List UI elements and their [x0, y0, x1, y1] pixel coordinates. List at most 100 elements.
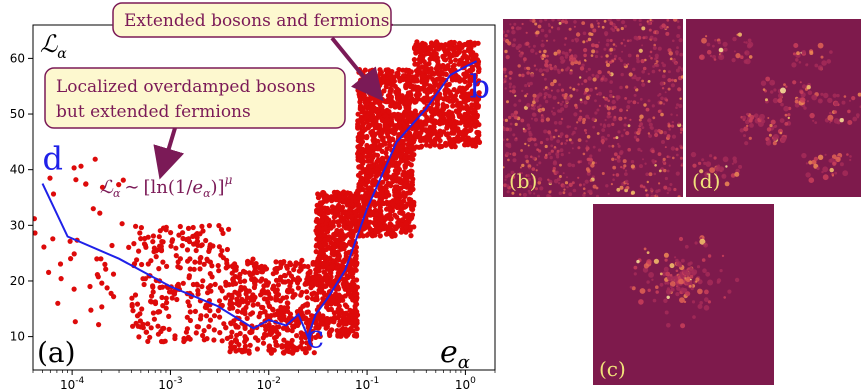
panel-blob: [718, 54, 725, 61]
scatter-point: [197, 259, 203, 265]
scatter-point: [103, 266, 109, 272]
panel-blob: [784, 122, 789, 126]
scatter-point: [372, 216, 379, 222]
scatter-point: [229, 270, 235, 276]
scatter-point: [328, 270, 334, 276]
panel-blob: [526, 174, 530, 178]
panel-blob: [618, 57, 622, 60]
panel-blob: [508, 70, 513, 75]
panel-blob: [664, 282, 667, 285]
panel-blob: [641, 82, 646, 87]
scatter-point: [130, 323, 136, 329]
callout-extended-box: [112, 2, 392, 38]
panel-blob: [510, 113, 514, 117]
scatter-point: [382, 223, 388, 229]
scatter-point: [318, 209, 324, 215]
panel-blob: [594, 86, 598, 90]
panel-blob: [512, 158, 517, 163]
panel-blob: [547, 94, 552, 99]
panel-blob: [672, 156, 675, 160]
panel-blob: [663, 298, 668, 303]
panel-blob: [558, 191, 562, 195]
panel-blob: [609, 115, 612, 118]
panel-blob: [783, 105, 789, 112]
scatter-point: [211, 313, 218, 319]
point-label-c: c: [306, 318, 324, 356]
panel-blob: [694, 241, 698, 245]
y-tick-label: 10: [10, 330, 25, 344]
panel-blob: [582, 183, 586, 186]
scatter-point: [251, 269, 258, 275]
panel-blob: [553, 79, 557, 84]
scatter-point: [236, 302, 242, 308]
scatter-point: [353, 267, 359, 273]
scatter-point: [379, 189, 385, 195]
panel-blob: [560, 68, 564, 72]
panel-blob: [676, 46, 679, 50]
panel-blob: [608, 144, 611, 148]
panel-blob: [511, 174, 516, 179]
panel-blob: [673, 187, 677, 192]
panel-blob: [781, 136, 787, 142]
panel-blob: [665, 98, 669, 102]
panel-blob: [570, 61, 575, 66]
panel-blob: [583, 48, 588, 53]
scatter-point: [240, 268, 247, 274]
scatter-point: [388, 101, 394, 107]
panel-blob: [609, 52, 612, 55]
panel-blob: [842, 170, 849, 177]
panel-blob: [607, 111, 611, 116]
panel-blob: [678, 236, 684, 242]
panel-blob: [643, 103, 647, 107]
panel-blob: [633, 86, 637, 90]
callout-localized-box: [44, 67, 346, 129]
panel-blob: [559, 163, 562, 167]
scatter-point: [396, 89, 402, 96]
scatter-point: [351, 282, 357, 288]
panel-blob: [680, 75, 683, 79]
scatter-point: [150, 239, 156, 245]
scatter-point: [73, 177, 79, 183]
panel-blob: [732, 156, 737, 161]
scatter-point: [186, 236, 192, 242]
scatter-point: [396, 93, 402, 99]
panel-blob: [829, 50, 833, 54]
scatter-point: [406, 105, 412, 111]
panel-blob: [717, 164, 721, 168]
scatter-point: [403, 82, 409, 88]
panel-blob: [670, 113, 673, 116]
panel-blob: [743, 134, 746, 138]
scatter-point: [338, 246, 344, 252]
scatter-point: [201, 328, 207, 334]
panel-blob: [630, 100, 633, 103]
panel-blob: [587, 37, 592, 42]
panel-blob: [595, 50, 599, 54]
scatter-point: [133, 223, 139, 229]
panel-blob: [772, 141, 777, 146]
scatter-point: [341, 258, 347, 265]
scatter-point: [341, 314, 347, 320]
panel-blob: [658, 182, 661, 185]
panel-blob: [550, 149, 554, 153]
panel-blob: [649, 35, 654, 40]
panel-blob: [670, 83, 675, 88]
panel-blob: [626, 109, 629, 112]
scatter-point: [328, 278, 334, 285]
panel-blob: [568, 182, 573, 187]
panel-blob: [511, 26, 515, 30]
scatter-point: [476, 94, 482, 100]
scatter-point: [405, 115, 411, 121]
panel-blob: [655, 290, 659, 294]
scatter-point: [215, 263, 221, 269]
scatter-point: [469, 110, 476, 116]
panel-blob: [564, 99, 569, 104]
scatter-point: [396, 67, 402, 73]
formula-close: )]: [211, 177, 225, 198]
panel-blob: [680, 274, 684, 278]
panel-blob: [687, 267, 690, 270]
panel-blob: [822, 174, 829, 181]
panel-blob: [552, 111, 556, 116]
panel-blob: [636, 59, 640, 64]
panel-blob: [507, 41, 512, 46]
panel-blob: [663, 185, 668, 190]
